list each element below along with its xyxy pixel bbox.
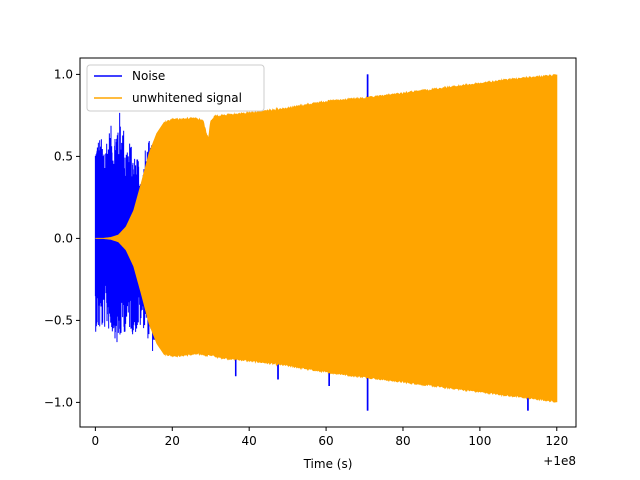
x-axis-offset-label: +1e8 (543, 454, 576, 468)
y-tick-label: 0.0 (54, 231, 73, 245)
x-tick-label: 100 (468, 434, 491, 448)
y-tick-label: −1.0 (44, 395, 73, 409)
plot-area (94, 74, 558, 411)
unwhitened-signal-series (95, 74, 558, 403)
x-tick-label: 80 (395, 434, 410, 448)
y-tick-label: 1.0 (54, 67, 73, 81)
legend: Noise unwhitened signal (86, 64, 265, 112)
x-tick-label: 120 (545, 434, 568, 448)
x-tick-label: 40 (242, 434, 257, 448)
axes-frame (79, 57, 577, 428)
x-tick-label: 20 (165, 434, 180, 448)
x-axis-label: Time (s) (303, 457, 353, 471)
legend-box (86, 64, 265, 112)
legend-label-noise: Noise (132, 69, 165, 83)
x-tick-label: 60 (318, 434, 333, 448)
y-tick-label: 0.5 (54, 149, 73, 163)
x-tick-label: 0 (92, 434, 100, 448)
legend-label-unwhitened-signal: unwhitened signal (132, 91, 242, 105)
y-axis-ticks: 1.0 0.5 0.0 −0.5 −1.0 (44, 67, 80, 409)
x-axis-ticks: 0 20 40 60 80 100 120 (92, 427, 568, 448)
y-tick-label: −0.5 (44, 313, 73, 327)
